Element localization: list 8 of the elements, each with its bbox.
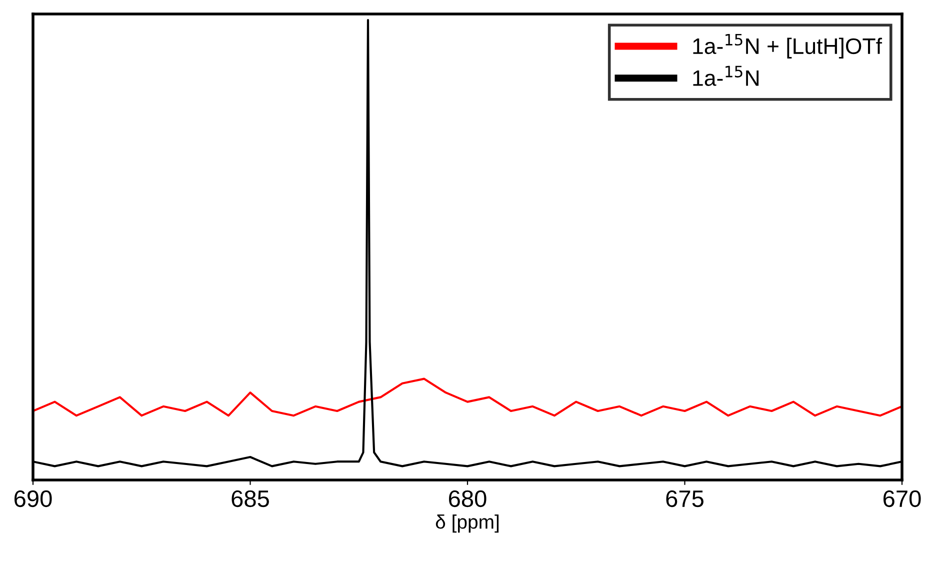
x-tick-label: 675: [666, 490, 704, 508]
x-tick-label: 685: [232, 490, 269, 508]
x-axis-title: δ [ppm]: [436, 514, 499, 533]
x-tick-label: 680: [449, 490, 486, 508]
legend-label: 1a-$^{15}$N: [693, 66, 759, 86]
x-tick-label: 670: [884, 490, 921, 508]
x-tick-label: 690: [14, 490, 52, 508]
legend-label: 1a-$^{15}$N + [LutH]OTf: [693, 34, 882, 58]
